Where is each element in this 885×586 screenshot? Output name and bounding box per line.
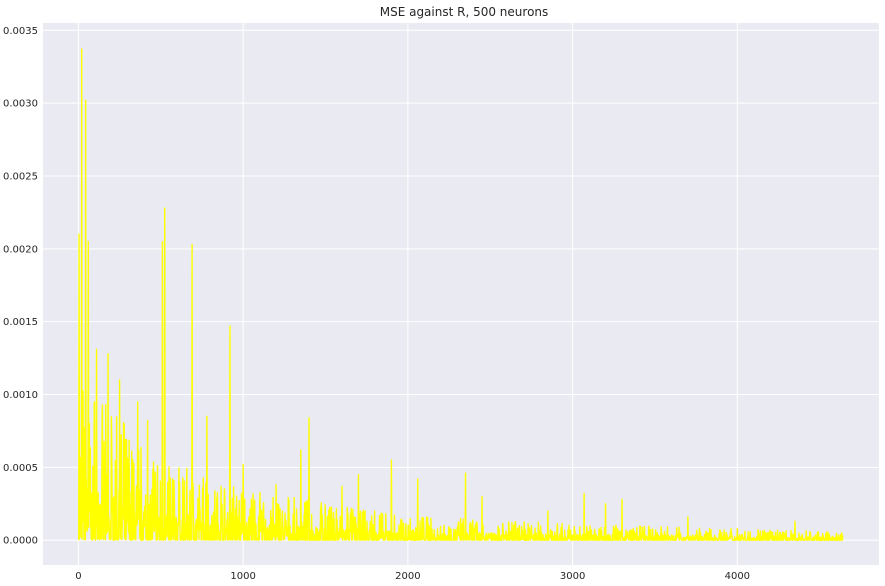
y-tick-label: 0.0015	[3, 317, 38, 328]
y-tick-label: 0.0025	[3, 171, 38, 182]
x-tick-label: 0	[75, 571, 81, 582]
y-axis: 0.0000 0.0005 0.0010 0.0015 0.0020 0.0025 0.00…	[3, 26, 38, 547]
grid	[43, 23, 879, 565]
x-axis: 0 1000 2000 3000 4000	[75, 571, 750, 582]
series-line	[77, 48, 844, 541]
y-tick-label: 0.0000	[3, 536, 38, 547]
y-tick-label: 0.0010	[3, 390, 38, 401]
x-tick-label: 2000	[395, 571, 420, 582]
chart-title: MSE against R, 500 neurons	[380, 5, 549, 19]
y-tick-label: 0.0020	[3, 244, 38, 255]
y-tick-label: 0.0005	[3, 463, 38, 474]
y-tick-label: 0.0030	[3, 99, 38, 110]
y-tick-label: 0.0035	[3, 26, 38, 37]
x-tick-label: 4000	[725, 571, 750, 582]
series-group	[77, 48, 844, 541]
x-tick-label: 3000	[560, 571, 585, 582]
plot-area	[43, 23, 879, 565]
x-tick-label: 1000	[230, 571, 255, 582]
